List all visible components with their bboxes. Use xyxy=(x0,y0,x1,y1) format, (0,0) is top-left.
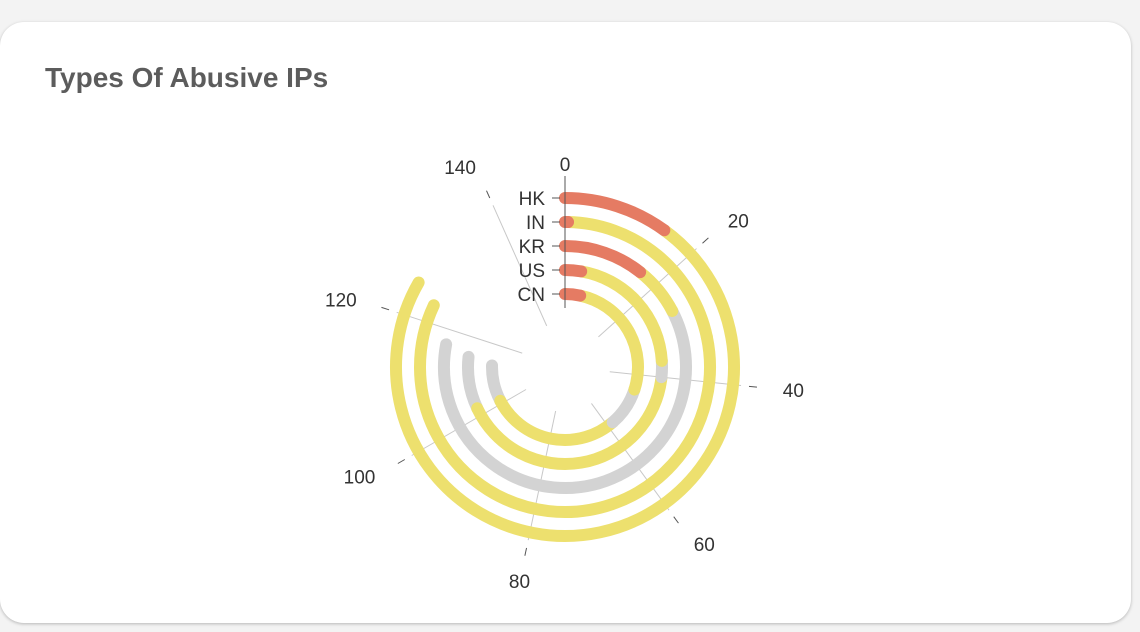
angle-tick-20 xyxy=(702,237,709,244)
angle-label-140: 140 xyxy=(444,158,476,179)
bar-us-segment-0 xyxy=(559,264,588,278)
spoke-20 xyxy=(598,248,697,338)
angle-label-60: 60 xyxy=(694,535,715,556)
spoke-80 xyxy=(527,410,557,541)
angle-label-100: 100 xyxy=(344,468,376,489)
bar-kr-segment-2 xyxy=(612,304,692,482)
angle-tick-100 xyxy=(397,459,406,464)
bar-kr-segment-3 xyxy=(438,338,625,494)
spoke-120 xyxy=(396,311,523,354)
bar-hk-segment-0 xyxy=(559,192,671,237)
bar-in-segment-1 xyxy=(562,216,713,343)
chart-card: Types Of Abusive IPs xyxy=(0,22,1131,623)
angle-label-0: 0 xyxy=(560,155,571,176)
angle-label-120: 120 xyxy=(325,290,357,311)
angle-tick-80 xyxy=(524,547,528,556)
angle-label-80: 80 xyxy=(509,572,530,593)
spoke-40 xyxy=(609,371,742,386)
card-title: Types Of Abusive IPs xyxy=(45,62,329,93)
bar-cn-segment-1 xyxy=(574,289,644,396)
spoke-100 xyxy=(411,389,527,456)
category-label-us: US xyxy=(519,261,545,282)
category-label-kr: KR xyxy=(519,237,545,258)
angle-tick-140 xyxy=(486,190,491,199)
angle-tick-40 xyxy=(748,385,757,388)
bar-us-segment-4 xyxy=(462,350,484,415)
bar-in-segment-2 xyxy=(414,299,716,518)
category-label-in: IN xyxy=(526,213,545,234)
angle-label-40: 40 xyxy=(783,381,804,402)
bar-cn-segment-3 xyxy=(494,394,619,446)
bar-us-segment-1 xyxy=(575,265,668,367)
category-label-cn: CN xyxy=(518,285,545,306)
angle-tick-60 xyxy=(673,516,679,524)
bar-cn-segment-0 xyxy=(559,288,587,302)
bar-us-segment-3 xyxy=(471,371,668,470)
category-label-hk: HK xyxy=(519,189,546,210)
spoke-140 xyxy=(492,205,548,327)
angle-label-20: 20 xyxy=(728,211,749,232)
bar-kr-segment-0 xyxy=(559,240,647,279)
bar-hk-segment-1 xyxy=(390,224,740,542)
spoke-60 xyxy=(591,403,670,511)
angle-tick-120 xyxy=(381,306,390,311)
